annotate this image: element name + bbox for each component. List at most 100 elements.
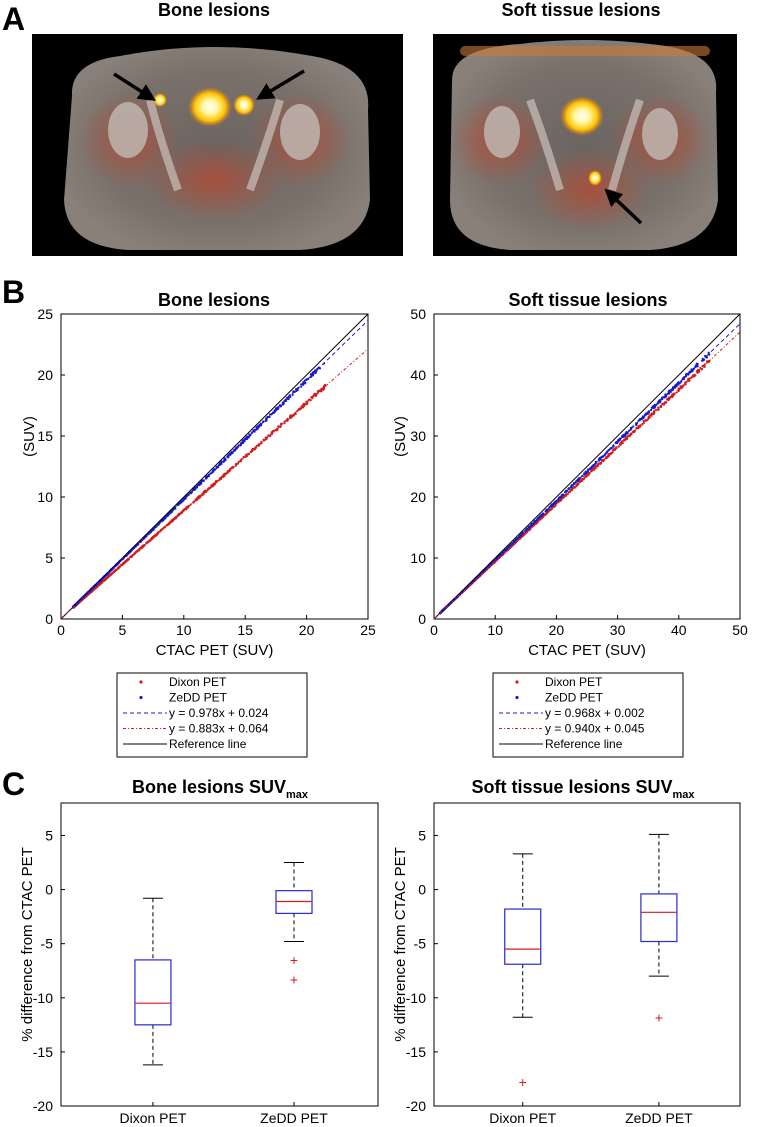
data-point-zedd — [239, 443, 243, 446]
data-point-dixon — [234, 464, 237, 467]
data-point-dixon — [303, 402, 306, 405]
y-tick-label: 30 — [410, 428, 426, 444]
data-point-dixon — [681, 386, 684, 389]
y-tick-label: -5 — [41, 936, 54, 952]
chart-title: Soft tissue lesions SUVmax — [471, 777, 695, 801]
data-point-zedd — [673, 385, 676, 388]
x-tick-label: ZeDD PET — [625, 1110, 693, 1126]
y-tick-label: -5 — [414, 936, 427, 952]
y-tick-label: -15 — [406, 1044, 426, 1060]
data-point-dixon — [583, 475, 586, 479]
legend-label: y = 0.883x + 0.064 — [169, 722, 269, 736]
data-point-zedd — [315, 369, 318, 372]
legend-label: y = 0.940x + 0.045 — [545, 722, 645, 736]
image-title-soft: Soft tissue lesions — [501, 0, 660, 20]
data-point-dixon — [267, 434, 270, 437]
legend-marker — [515, 695, 519, 700]
data-point-dixon — [294, 412, 297, 415]
data-point-dixon — [611, 451, 614, 454]
data-point-zedd — [507, 546, 510, 549]
data-point-zedd — [309, 375, 313, 379]
x-tick-label: 30 — [610, 622, 626, 638]
y-tick-label: -10 — [33, 990, 53, 1006]
y-tick-label: -20 — [406, 1098, 426, 1114]
data-point-zedd — [658, 401, 661, 404]
data-point-zedd — [653, 406, 656, 409]
y-axis-label: % difference from CTAC PET — [392, 847, 409, 1042]
panel-label-c: C — [2, 766, 25, 802]
x-tick-label: 20 — [299, 622, 315, 638]
pet-ct-image-bone — [32, 34, 403, 256]
x-tick-label: Dixon PET — [489, 1110, 556, 1126]
data-point-zedd — [178, 501, 182, 505]
data-point-dixon — [700, 367, 704, 371]
data-point-dixon — [582, 478, 585, 481]
x-axis-label: CTAC PET (SUV) — [528, 642, 646, 659]
data-point-zedd — [248, 433, 251, 436]
reference-line — [60, 313, 369, 620]
data-point-zedd — [169, 511, 172, 514]
data-point-dixon — [706, 361, 709, 364]
data-point-zedd — [265, 417, 268, 420]
data-point-dixon — [207, 488, 210, 491]
y-axis-label: % difference from CTAC PET — [19, 847, 36, 1042]
x-tick-label: 10 — [176, 622, 192, 638]
outlier-marker: + — [290, 971, 298, 987]
data-point-zedd — [683, 375, 686, 379]
scatter-chart-bone: Bone lesions 0 5 10 15 20 25 0 5 10 15 20 25 CTAC PET… — [21, 290, 376, 758]
x-tick-label: 0 — [57, 622, 65, 638]
fit-line-zedd — [433, 323, 741, 620]
data-point-dixon — [619, 443, 622, 446]
data-point-zedd — [667, 390, 671, 393]
chart-title: Bone lesions — [158, 290, 270, 310]
y-tick-label: 20 — [37, 367, 53, 383]
data-point-dixon — [587, 473, 590, 476]
data-point-zedd — [219, 462, 222, 465]
y-tick-label: 5 — [418, 827, 426, 843]
data-point-zedd — [694, 365, 697, 369]
y-tick-label: 20 — [410, 489, 426, 505]
y-tick-label: 5 — [45, 827, 53, 843]
data-point-zedd — [607, 449, 610, 452]
legend-label: y = 0.968x + 0.002 — [545, 706, 645, 720]
data-point-dixon — [664, 401, 667, 404]
data-point-zedd — [537, 516, 541, 519]
y-axis-label: (SUV) — [392, 416, 409, 457]
data-point-zedd — [274, 409, 277, 412]
data-point-dixon — [285, 419, 288, 422]
legend-label: ZeDD PET — [169, 691, 228, 705]
x-tick-label: 5 — [119, 622, 127, 638]
data-point-dixon — [202, 493, 205, 496]
y-tick-label: -15 — [33, 1044, 53, 1060]
data-point-zedd — [300, 383, 303, 386]
pet-ct-image-soft — [433, 34, 737, 256]
data-point-zedd — [586, 468, 590, 471]
y-axis-label: (SUV) — [21, 416, 38, 457]
y-tick-label: 0 — [45, 882, 53, 898]
legend-label: Dixon PET — [169, 675, 227, 689]
y-tick-label: 15 — [37, 428, 53, 444]
data-point-dixon — [239, 459, 242, 462]
chart-title: Bone lesions SUVmax — [132, 777, 309, 801]
data-point-dixon — [565, 494, 568, 497]
data-point-zedd — [617, 439, 621, 442]
x-axis-label: CTAC PET (SUV) — [156, 642, 274, 659]
data-point-dixon — [321, 387, 324, 391]
x-tick-label: 10 — [487, 622, 503, 638]
data-point-dixon — [279, 425, 282, 429]
data-point-zedd — [664, 395, 667, 398]
legend-box — [492, 672, 684, 758]
box-chart-bone: Bone lesions SUVmax 5 0 -5 -10 -15 -20 % differ… — [19, 777, 379, 1126]
y-tick-label: 5 — [45, 550, 53, 566]
chart-title: Soft tissue lesions — [508, 290, 667, 310]
data-point-dixon — [306, 402, 309, 405]
y-tick-label: 0 — [418, 882, 426, 898]
iqr-box — [134, 959, 172, 1026]
data-point-dixon — [197, 497, 200, 500]
x-tick-label: 20 — [549, 622, 565, 638]
outlier-marker: + — [655, 1009, 663, 1025]
x-tick-label: ZeDD PET — [260, 1110, 328, 1126]
data-point-dixon — [101, 580, 104, 583]
y-tick-label: 10 — [410, 550, 426, 566]
data-point-zedd — [562, 493, 565, 496]
